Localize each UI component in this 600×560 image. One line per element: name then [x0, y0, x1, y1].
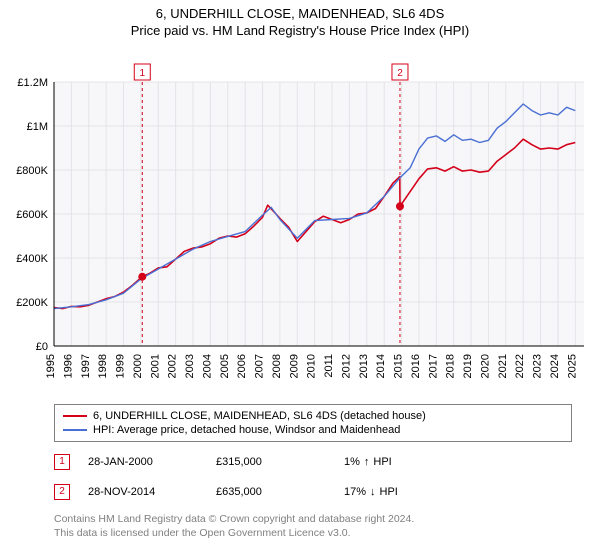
legend-label: 6, UNDERHILL CLOSE, MAIDENHEAD, SL6 4DS …	[93, 410, 426, 422]
event-marker-list: 128-JAN-2000£315,0001%↑HPI228-NOV-2014£6…	[54, 450, 572, 510]
svg-text:1999: 1999	[115, 354, 127, 378]
event-marker-badge: 1	[54, 454, 70, 470]
svg-text:2017: 2017	[427, 354, 439, 378]
svg-text:1995: 1995	[45, 354, 57, 378]
title-address: 6, UNDERHILL CLOSE, MAIDENHEAD, SL6 4DS	[0, 6, 600, 21]
svg-text:£1.2M: £1.2M	[17, 77, 48, 89]
attribution-line2: This data is licensed under the Open Gov…	[54, 526, 572, 540]
legend-item: 6, UNDERHILL CLOSE, MAIDENHEAD, SL6 4DS …	[63, 409, 563, 423]
svg-text:£600K: £600K	[16, 209, 48, 221]
svg-text:2014: 2014	[375, 354, 387, 378]
legend: 6, UNDERHILL CLOSE, MAIDENHEAD, SL6 4DS …	[54, 404, 572, 442]
svg-text:£1M: £1M	[27, 121, 48, 133]
svg-text:2000: 2000	[132, 354, 144, 378]
svg-text:2021: 2021	[497, 354, 509, 378]
arrow-down-icon: ↓	[370, 486, 376, 498]
event-marker-hpi: 1% ↑HPI	[344, 456, 392, 468]
chart-container: 6, UNDERHILL CLOSE, MAIDENHEAD, SL6 4DS …	[0, 0, 600, 540]
svg-text:2008: 2008	[271, 354, 283, 378]
attribution: Contains HM Land Registry data © Crown c…	[54, 512, 572, 540]
svg-text:1998: 1998	[97, 354, 109, 378]
chart-area: £0 £200K £400K £600K £800K £1M £1.2M 1995 1996 19…	[0, 38, 600, 398]
event-marker-date: 28-NOV-2014	[88, 486, 198, 498]
svg-text:£400K: £400K	[16, 253, 48, 265]
title-subtitle: Price paid vs. HM Land Registry's House …	[0, 23, 600, 38]
svg-text:2023: 2023	[532, 354, 544, 378]
event-marker-price: £315,000	[216, 456, 326, 468]
event-marker-hpi: 17% ↓ HPI	[344, 486, 398, 498]
svg-text:2018: 2018	[445, 354, 457, 378]
attribution-line1: Contains HM Land Registry data © Crown c…	[54, 512, 572, 526]
legend-swatch	[63, 415, 87, 417]
svg-text:2004: 2004	[201, 354, 213, 378]
arrow-up-icon: ↑	[364, 456, 370, 468]
svg-text:2025: 2025	[566, 354, 578, 378]
svg-text:2011: 2011	[323, 354, 335, 378]
svg-text:2020: 2020	[479, 354, 491, 378]
event-marker-hpi-label: HPI	[380, 486, 398, 498]
svg-text:2019: 2019	[462, 354, 474, 378]
event-marker-date: 28-JAN-2000	[88, 456, 198, 468]
svg-text:2016: 2016	[410, 354, 422, 378]
svg-text:2: 2	[397, 68, 403, 79]
chart-svg: £0 £200K £400K £600K £800K £1M £1.2M 1995 1996 19…	[0, 38, 600, 398]
event-marker-hpi-label: HPI	[373, 456, 391, 468]
title-block: 6, UNDERHILL CLOSE, MAIDENHEAD, SL6 4DS …	[0, 0, 600, 38]
svg-text:2009: 2009	[288, 354, 300, 378]
event-marker-badge: 2	[54, 484, 70, 500]
svg-text:2002: 2002	[167, 354, 179, 378]
svg-text:2012: 2012	[340, 354, 352, 378]
svg-text:2024: 2024	[549, 354, 561, 378]
event-marker-pct: 1%	[344, 456, 360, 468]
svg-text:2013: 2013	[358, 354, 370, 378]
svg-text:£800K: £800K	[16, 165, 48, 177]
svg-text:2003: 2003	[184, 354, 196, 378]
svg-text:2007: 2007	[254, 354, 266, 378]
svg-text:2015: 2015	[393, 354, 405, 378]
event-marker-row: 2 28-NOV-2014 £635,000 17% ↓ HPI	[54, 480, 572, 510]
svg-text:£0: £0	[36, 341, 48, 353]
event-marker-price: £635,000	[216, 486, 326, 498]
svg-text:2001: 2001	[149, 354, 161, 378]
svg-text:1: 1	[139, 68, 145, 79]
legend-item: HPI: Average price, detached house, Wind…	[63, 423, 563, 437]
event-marker-pct: 17%	[344, 486, 366, 498]
event-marker-row: 1 28-JAN-2000 £315,000 1% ↑HPI	[54, 450, 572, 480]
svg-text:1997: 1997	[80, 354, 92, 378]
legend-label: HPI: Average price, detached house, Wind…	[93, 424, 400, 436]
svg-text:2005: 2005	[219, 354, 231, 378]
svg-text:2010: 2010	[306, 354, 318, 378]
svg-text:2006: 2006	[236, 354, 248, 378]
legend-swatch	[63, 429, 87, 431]
svg-text:£200K: £200K	[16, 297, 48, 309]
svg-text:1996: 1996	[62, 354, 74, 378]
svg-text:2022: 2022	[514, 354, 526, 378]
